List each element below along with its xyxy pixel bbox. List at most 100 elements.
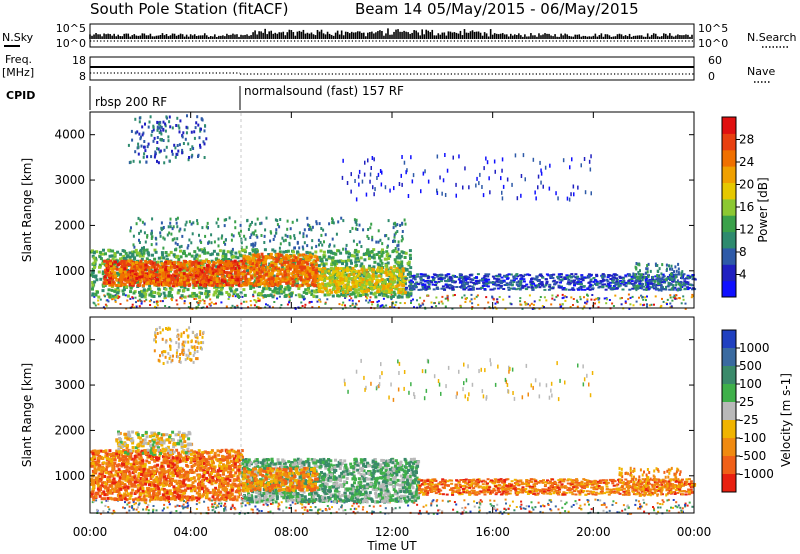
data-cell (202, 266, 205, 270)
data-cell (376, 289, 380, 293)
data-cell (168, 260, 172, 264)
data-cell (411, 286, 415, 289)
noise-cell (255, 305, 258, 308)
data-cell (257, 268, 261, 272)
data-cell (615, 287, 619, 290)
data-cell (315, 255, 319, 259)
data-cell (112, 265, 116, 269)
data-cell (147, 253, 151, 257)
data-cell (332, 288, 335, 291)
data-cell (305, 274, 309, 277)
data-cell (136, 272, 140, 276)
data-cell (129, 280, 133, 284)
data-cell (294, 256, 298, 260)
data-cell (319, 249, 323, 253)
data-cell (229, 267, 233, 271)
data-cell (370, 250, 374, 253)
noise-cell (451, 307, 454, 310)
data-cell (151, 217, 154, 221)
data-cell (190, 262, 194, 266)
noise-cell (491, 295, 494, 298)
data-cell (211, 271, 215, 275)
noise-cell (586, 300, 589, 303)
noise-cell (444, 305, 447, 308)
data-cell (288, 254, 292, 258)
data-cell (631, 287, 635, 290)
data-cell (347, 273, 351, 277)
data-cell (142, 289, 146, 293)
data-cell (497, 280, 501, 283)
data-cell (213, 278, 216, 282)
data-cell (419, 273, 423, 276)
data-cell (375, 275, 379, 279)
data-cell (645, 284, 649, 287)
data-cell (231, 278, 235, 282)
data-cell (440, 287, 444, 290)
data-cell (417, 288, 421, 291)
data-cell (196, 265, 200, 269)
noise-cell (530, 302, 533, 305)
data-cell (123, 265, 127, 269)
data-cell (209, 271, 213, 275)
data-cell (225, 279, 229, 283)
noise-cell (390, 298, 393, 301)
data-cell (162, 283, 166, 287)
noise-cell (629, 296, 632, 299)
data-cell (294, 268, 298, 272)
data-cell (184, 266, 188, 270)
noise-cell (488, 306, 491, 309)
data-cell (142, 251, 146, 255)
data-cell (362, 274, 366, 278)
data-cell (216, 295, 219, 299)
data-cell (388, 282, 392, 286)
data-cell (110, 254, 114, 258)
data-cell (113, 271, 117, 275)
data-cell (587, 286, 591, 289)
noise-cell (131, 303, 134, 306)
data-cell (314, 263, 318, 267)
data-cell (269, 267, 272, 271)
noise-cell (594, 302, 596, 305)
data-cell (284, 273, 287, 277)
data-cell (315, 244, 318, 248)
data-cell (576, 281, 580, 284)
data-cell (205, 258, 209, 262)
data-cell (351, 280, 355, 284)
data-cell (262, 280, 266, 284)
data-cell (337, 220, 340, 224)
data-cell (117, 280, 121, 284)
noise-cell (561, 297, 564, 300)
data-cell (140, 275, 144, 279)
noise-cell (368, 299, 371, 302)
noise-cell (532, 303, 535, 306)
data-cell (328, 284, 332, 288)
data-cell (563, 278, 567, 280)
noise-cell (210, 301, 213, 304)
data-cell (155, 242, 158, 246)
noise-cell (452, 294, 455, 297)
data-cell (257, 277, 261, 281)
data-cell (237, 294, 240, 298)
data-cell (119, 277, 123, 281)
data-cell (133, 273, 137, 277)
data-cell (398, 291, 402, 295)
noise-cell (662, 300, 665, 303)
data-cell (369, 291, 373, 295)
data-cell (599, 280, 603, 282)
noise-cell (278, 295, 281, 298)
data-cell (101, 272, 105, 276)
data-cell (243, 250, 247, 254)
data-cell (426, 286, 430, 288)
data-cell (419, 277, 423, 280)
data-cell (106, 292, 110, 296)
data-cell (337, 282, 341, 286)
data-cell (538, 283, 542, 285)
data-cell (333, 280, 337, 284)
data-cell (616, 283, 620, 286)
data-cell (159, 268, 163, 272)
data-cell (176, 281, 180, 285)
data-cell (141, 266, 145, 270)
data-cell (519, 280, 523, 283)
data-cell (491, 275, 495, 278)
data-cell (323, 293, 327, 297)
